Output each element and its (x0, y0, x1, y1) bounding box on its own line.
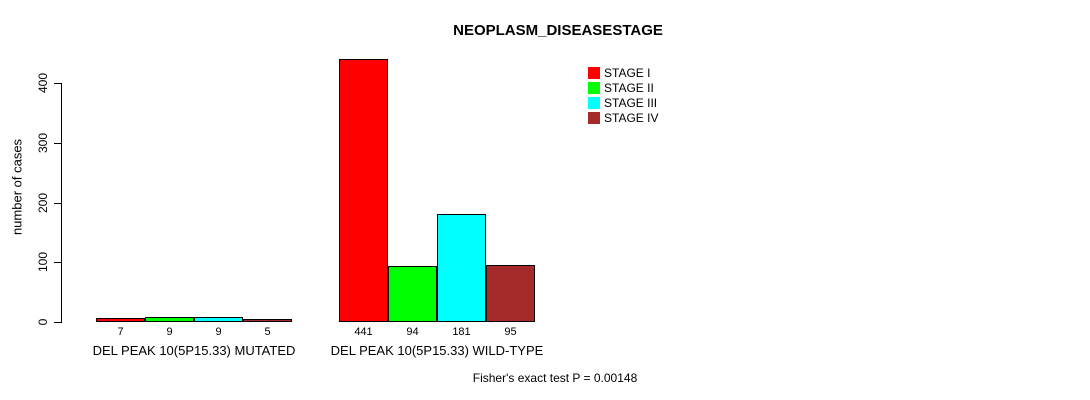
y-tick-mark (54, 262, 61, 263)
category-label-group1: DEL PEAK 10(5P15.33) MUTATED (92, 343, 296, 358)
legend-label: STAGE IV (604, 110, 659, 125)
y-tick-mark (54, 203, 61, 204)
bar-value-label: 441 (354, 326, 373, 338)
bar-value-label: 95 (504, 326, 517, 338)
legend: STAGE I STAGE II STAGE III STAGE IV (588, 65, 658, 125)
legend-label: STAGE III (604, 95, 658, 110)
bar-stage-i-group1 (96, 318, 145, 322)
legend-swatch-icon (588, 111, 600, 124)
y-tick-mark (54, 83, 61, 84)
legend-label: STAGE II (604, 80, 654, 95)
y-tick-label: 200 (36, 192, 50, 214)
bar-value-label: 94 (406, 326, 419, 338)
bar-stage-ii-group2 (388, 266, 437, 322)
bar-stage-iv-group2 (486, 265, 535, 322)
bar-stage-iii-group2 (437, 214, 486, 322)
category-label-group2: DEL PEAK 10(5P15.33) WILD-TYPE (330, 343, 544, 358)
y-tick-label: 400 (36, 72, 50, 94)
bar-value-label: 7 (117, 326, 124, 338)
bar-stage-i-group2 (339, 59, 388, 322)
bar-value-label: 5 (264, 326, 271, 338)
legend-item-stage-ii: STAGE II (588, 80, 658, 95)
legend-item-stage-iii: STAGE III (588, 95, 658, 110)
bar-stage-iv-group1 (243, 319, 292, 322)
bar-value-label: 9 (215, 326, 222, 338)
legend-label: STAGE I (604, 65, 651, 80)
fisher-test-annotation: Fisher's exact test P = 0.00148 (472, 371, 638, 385)
y-tick-mark (54, 322, 61, 323)
y-axis-line (61, 83, 62, 323)
bar-stage-ii-group1 (145, 317, 194, 322)
y-tick-label: 0 (36, 318, 50, 326)
legend-swatch-icon (588, 96, 600, 109)
legend-swatch-icon (588, 81, 600, 94)
y-tick-label: 300 (36, 132, 50, 154)
legend-swatch-icon (588, 66, 600, 79)
legend-item-stage-iv: STAGE IV (588, 110, 658, 125)
bar-value-label: 9 (166, 326, 173, 338)
bar-stage-iii-group1 (194, 317, 243, 322)
legend-item-stage-i: STAGE I (588, 65, 658, 80)
y-tick-label: 100 (36, 251, 50, 273)
chart-title: NEOPLASM_DISEASESTAGE (453, 22, 663, 39)
y-tick-mark (54, 143, 61, 144)
bar-value-label: 181 (452, 326, 471, 338)
